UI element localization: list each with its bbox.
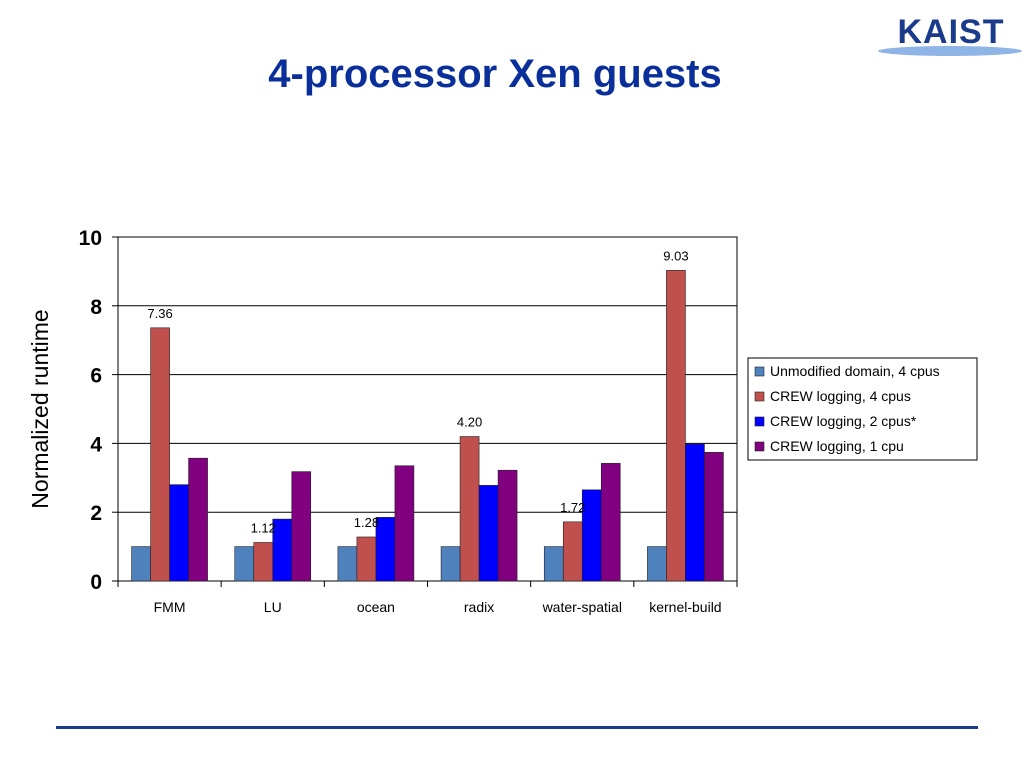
bar (647, 546, 667, 582)
data-label: 9.03 (663, 248, 688, 263)
bar (394, 465, 415, 582)
bar (704, 452, 724, 582)
y-tick-label: 2 (90, 502, 102, 525)
bar (169, 484, 189, 582)
data-label: 7.36 (147, 306, 172, 321)
kaist-logo: KAIST (878, 13, 1022, 56)
bar (356, 536, 377, 582)
bars (131, 270, 724, 582)
bar (440, 546, 461, 582)
legend-entry: CREW logging, 4 cpus (770, 388, 911, 404)
bar (253, 542, 274, 582)
x-tick-label: LU (264, 599, 282, 615)
y-tick-label: 0 (90, 571, 102, 594)
axes: 0 2 4 6 8 10 FMM LU ocean radix water-spatial kerne… (79, 227, 738, 615)
legend: Unmodified domain, 4 cpus CREW logging, 4… (747, 357, 978, 461)
bar-chart: 0 2 4 6 8 10 FMM LU ocean radix water-spatial kerne… (27, 227, 978, 615)
plot-area (117, 236, 738, 582)
bar (459, 436, 480, 582)
y-tick-label: 4 (90, 433, 102, 456)
slide-title: 4-processor Xen guests (268, 52, 722, 96)
logo-swoosh (878, 46, 1022, 56)
bar (685, 443, 705, 582)
x-tick-label: kernel-build (649, 599, 721, 615)
bar (600, 463, 621, 582)
y-axis-title: Normalized runtime (27, 309, 53, 508)
legend-entry: CREW logging, 1 cpu (770, 438, 904, 454)
bar (337, 546, 358, 582)
y-tick-label: 8 (90, 296, 102, 319)
data-label: 1.28 (354, 515, 379, 530)
bar (562, 521, 583, 582)
legend-box (747, 357, 978, 461)
bar (188, 457, 208, 582)
bar (234, 546, 255, 582)
bar (131, 546, 151, 582)
y-tick-label: 10 (79, 227, 102, 250)
grid-lines (117, 236, 738, 582)
x-tick-label: FMM (154, 599, 186, 615)
footer-rule (56, 726, 978, 729)
data-labels: 7.36 1.12 1.28 4.20 1.72 9.03 (147, 248, 688, 535)
bar (478, 485, 499, 582)
y-tick-label: 6 (90, 365, 102, 388)
legend-entry: CREW logging, 2 cpus* (770, 413, 917, 429)
bar (150, 327, 170, 582)
legend-swatch (754, 416, 765, 427)
data-label: 4.20 (457, 415, 482, 430)
x-tick-label: radix (464, 599, 494, 615)
logo-text: KAIST (898, 13, 1005, 51)
legend-entry: Unmodified domain, 4 cpus (770, 363, 940, 379)
data-label: 1.72 (560, 500, 585, 515)
x-tick-label: ocean (357, 599, 395, 615)
bar (497, 469, 518, 582)
data-label: 1.12 (251, 520, 276, 535)
legend-swatch (754, 391, 765, 402)
bar (666, 270, 686, 582)
bar (543, 546, 564, 582)
x-tick-label: water-spatial (542, 599, 622, 615)
legend-swatch (754, 441, 765, 452)
legend-swatch (754, 366, 765, 377)
bar (291, 471, 312, 582)
